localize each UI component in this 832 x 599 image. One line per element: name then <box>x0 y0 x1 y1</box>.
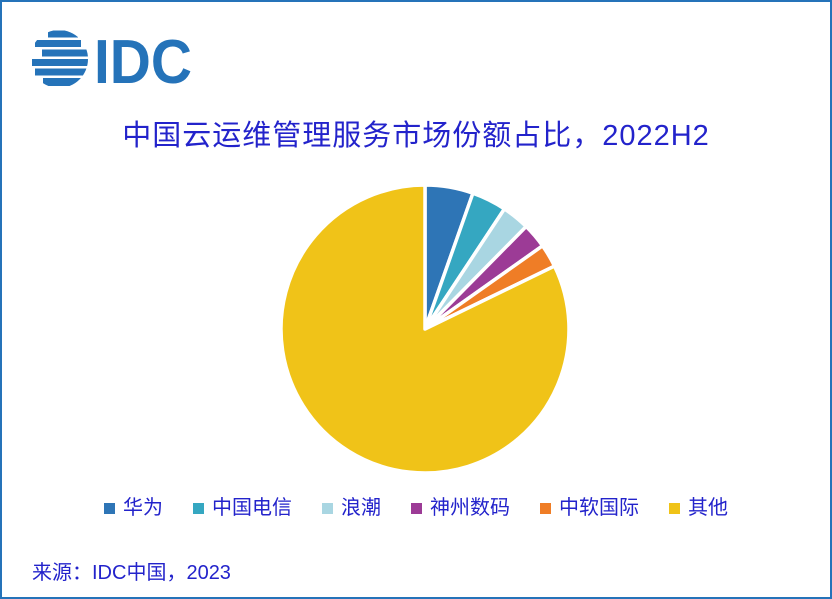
legend-label: 神州数码 <box>430 497 510 519</box>
chart-legend: 华为 中国电信 浪潮 神州数码 中软国际 其他 <box>2 498 830 518</box>
legend-swatch <box>540 502 551 514</box>
legend-item-中国电信: 中国电信 <box>193 498 292 518</box>
legend-swatch <box>669 502 680 514</box>
legend-item-中软国际: 中软国际 <box>540 498 639 518</box>
chart-title: 中国云运维管理服务市场份额占比，2022H2 <box>122 120 710 152</box>
pie-chart <box>275 179 575 479</box>
legend-swatch <box>193 502 204 514</box>
legend-swatch <box>322 502 333 514</box>
pie-slice-其他 <box>279 183 571 475</box>
legend-label: 其他 <box>688 497 728 519</box>
legend-swatch <box>104 502 115 514</box>
legend-item-华为: 华为 <box>104 498 163 518</box>
legend-swatch <box>411 502 422 514</box>
legend-label: 华为 <box>123 497 163 519</box>
legend-item-神州数码: 神州数码 <box>411 498 510 518</box>
idc-logo-text: IDC <box>94 28 192 90</box>
idc-logo-graphic: IDC <box>32 28 192 97</box>
legend-item-其他: 其他 <box>669 498 728 518</box>
legend-label: 中国电信 <box>212 497 292 519</box>
legend-label: 浪潮 <box>341 497 381 519</box>
globe-icon <box>32 30 88 86</box>
legend-item-浪潮: 浪潮 <box>322 498 381 518</box>
legend-label: 中软国际 <box>559 497 639 519</box>
idc-logo: IDC <box>30 28 200 97</box>
pie-chart-svg <box>279 183 571 475</box>
source-note: 来源：IDC中国，2023 <box>32 562 231 584</box>
